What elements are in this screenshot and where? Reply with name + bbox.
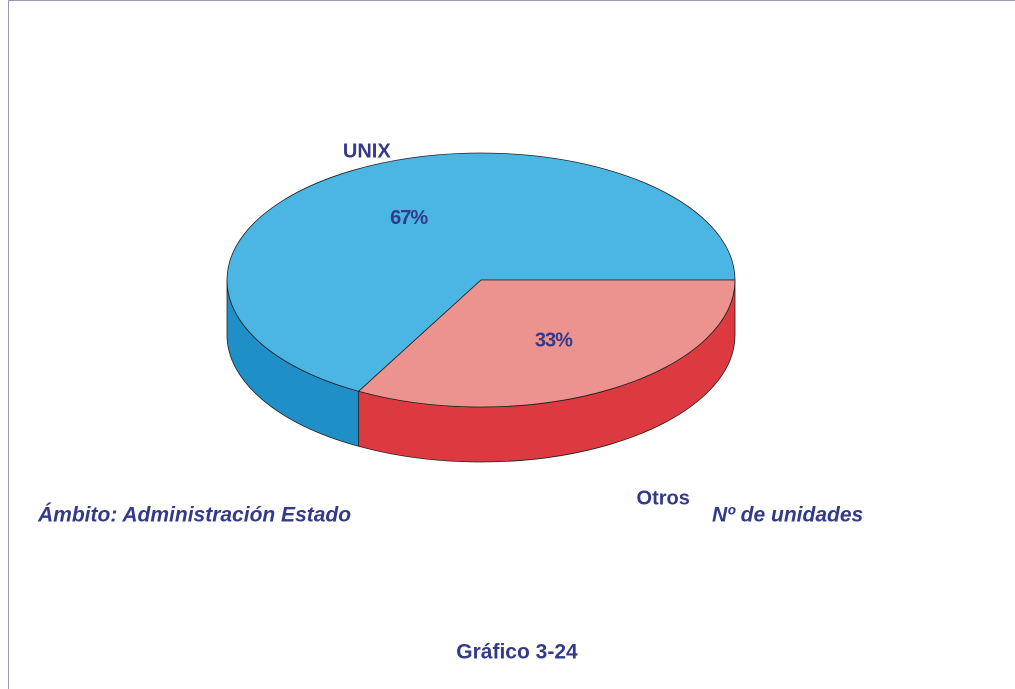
pie-slice <box>357 279 736 408</box>
pie-slice <box>226 152 736 392</box>
category-label: Otros <box>637 488 690 510</box>
data-label: 67% <box>390 207 428 229</box>
category-label: UNIX <box>343 140 391 162</box>
annotation: Ámbito: Administración Estado <box>37 504 351 527</box>
caption: Gráfico 3-24 <box>456 641 578 664</box>
annotation: Nº de unidades <box>712 504 863 527</box>
data-label: 33% <box>535 329 573 351</box>
